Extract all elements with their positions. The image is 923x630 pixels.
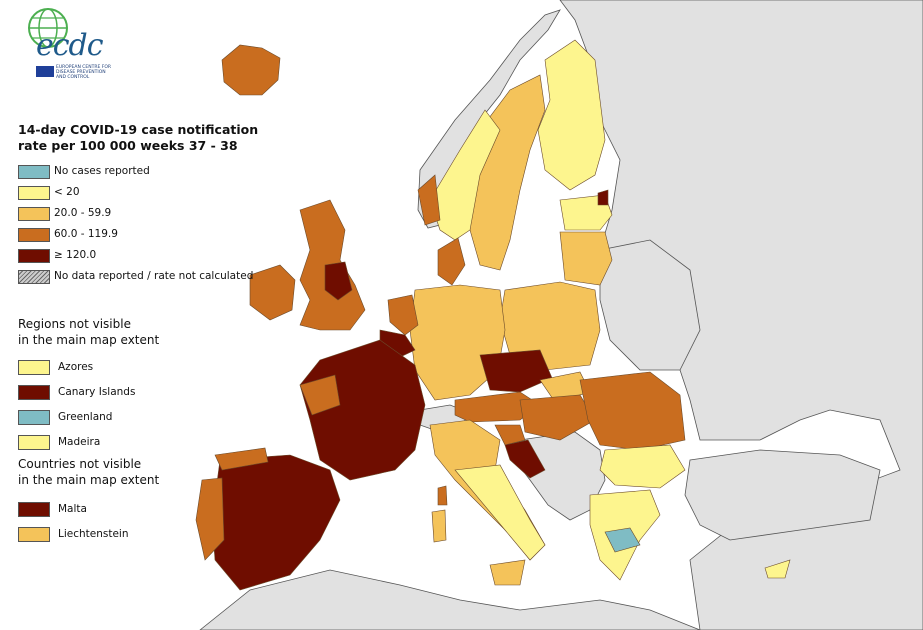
region-label: Greenland — [58, 411, 113, 423]
country-swatch — [18, 502, 50, 517]
ecdc-logo — [18, 6, 118, 86]
country-swatch — [18, 527, 50, 542]
region-label: Madeira — [58, 436, 101, 448]
legend-swatch — [18, 249, 50, 263]
regions-title-line1: Regions not visible — [18, 317, 131, 331]
ecdc-logo-subtitle: EUROPEAN CENTRE FOR DISEASE PREVENTION A… — [56, 65, 111, 80]
ecdc-logo-text: ecdc — [36, 28, 104, 63]
legend-title: 14-day COVID-19 case notification rate p… — [18, 122, 258, 154]
region-swatch — [18, 360, 50, 375]
globe-icon — [28, 8, 68, 48]
legend-title-line1: 14-day COVID-19 case notification — [18, 122, 259, 137]
legend-label: No data reported / rate not calculated — [54, 270, 254, 282]
legend-label: < 20 — [54, 186, 80, 198]
legend-label: 60.0 - 119.9 — [54, 228, 118, 240]
legend-label: ≥ 120.0 — [54, 249, 97, 261]
region-swatch — [18, 410, 50, 425]
countries-title-line1: Countries not visible — [18, 457, 142, 471]
countries-not-visible-title: Countries not visible in the main map ex… — [18, 456, 159, 488]
region-label: Canary Islands — [58, 386, 136, 398]
legend-swatch — [18, 165, 50, 179]
legend-label: 20.0 - 59.9 — [54, 207, 112, 219]
legend-swatch-hatched — [18, 270, 50, 284]
region-swatch — [18, 435, 50, 450]
legend-swatch — [18, 186, 50, 200]
eu-flag-icon — [36, 66, 54, 77]
legend-swatch — [18, 207, 50, 221]
legend-swatch — [18, 228, 50, 242]
legend-label: No cases reported — [54, 165, 150, 177]
legend-title-line2: rate per 100 000 weeks 37 - 38 — [18, 138, 238, 153]
regions-not-visible-title: Regions not visible in the main map exte… — [18, 316, 159, 348]
eu-regions — [195, 39, 791, 591]
region-swatch — [18, 385, 50, 400]
country-label: Liechtenstein — [58, 528, 129, 540]
countries-title-line2: in the main map extent — [18, 473, 160, 487]
region-label: Azores — [58, 361, 94, 373]
country-label: Malta — [58, 503, 87, 515]
regions-title-line2: in the main map extent — [18, 333, 160, 347]
